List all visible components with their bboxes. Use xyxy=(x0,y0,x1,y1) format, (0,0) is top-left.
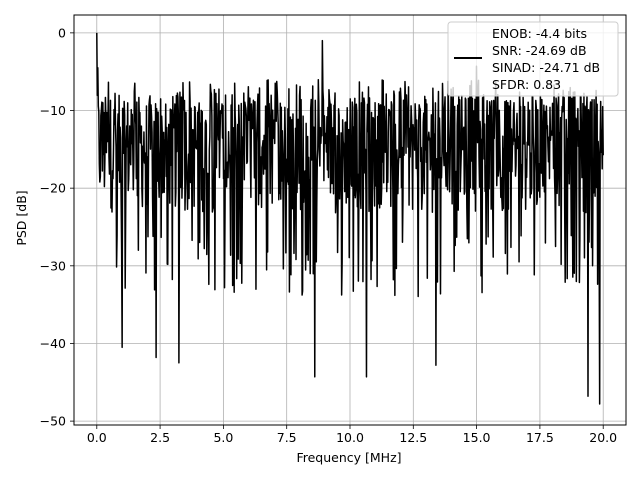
x-tick-label: 5.0 xyxy=(213,430,233,445)
x-tick-label: 7.5 xyxy=(277,430,297,445)
x-axis: 0.0 2.5 5.0 7.5 10.0 12.5 15.0 17.5 20.0 xyxy=(87,425,617,445)
x-tick-label: 17.5 xyxy=(526,430,554,445)
x-axis-label: Frequency [MHz] xyxy=(296,450,401,465)
psd-line xyxy=(96,32,604,405)
legend-box xyxy=(447,21,619,97)
y-tick-label: 0 xyxy=(58,25,66,40)
legend: ENOB: -4.4 bits SNR: -24.69 dB SINAD: -2… xyxy=(447,21,619,97)
x-tick-label: 10.0 xyxy=(336,430,364,445)
psd-series xyxy=(96,32,604,405)
legend-sinad: SINAD: -24.71 dB xyxy=(492,60,600,75)
y-tick-label: −20 xyxy=(40,181,66,196)
x-tick-label: 2.5 xyxy=(150,430,170,445)
x-tick-label: 0.0 xyxy=(87,430,107,445)
y-tick-label: −50 xyxy=(40,414,66,429)
legend-enob: ENOB: -4.4 bits xyxy=(492,26,587,41)
x-tick-label: 12.5 xyxy=(399,430,427,445)
y-axis-label: PSD [dB] xyxy=(14,190,29,245)
y-tick-label: −30 xyxy=(40,258,66,273)
y-tick-label: −10 xyxy=(40,103,66,118)
y-axis: 0 −10 −20 −30 −40 −50 xyxy=(40,25,74,429)
y-tick-label: −40 xyxy=(40,336,66,351)
x-tick-label: 15.0 xyxy=(463,430,491,445)
x-tick-label: 20.0 xyxy=(589,430,617,445)
legend-sfdr: SFDR: 0.83 xyxy=(492,77,561,92)
legend-snr: SNR: -24.69 dB xyxy=(492,43,587,58)
